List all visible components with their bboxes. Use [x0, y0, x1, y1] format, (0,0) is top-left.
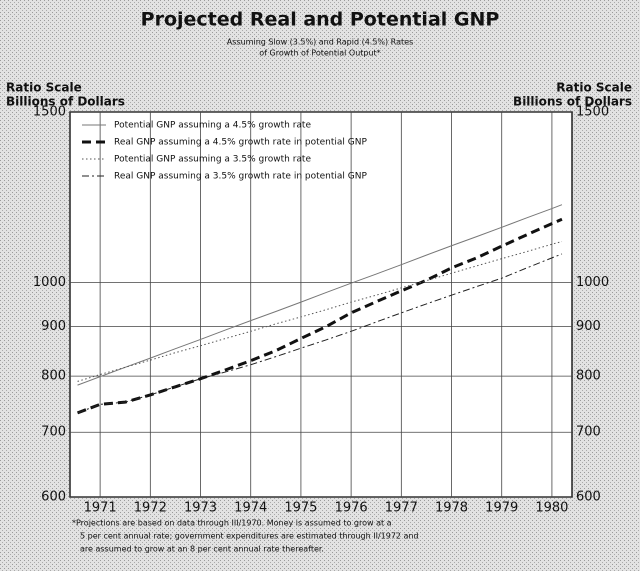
chart-title: Projected Real and Potential GNP: [141, 9, 500, 31]
plot-area: [69, 111, 573, 498]
subtitle: Assuming Slow (3.5%) and Rapid (4.5%) Ra…: [227, 38, 413, 47]
legend-label: Real GNP assuming a 4.5% growth rate in …: [114, 138, 367, 148]
y2-axis-label: Billions of Dollars: [513, 95, 632, 109]
y2-tick-label: 900: [576, 319, 601, 334]
y2-tick-label: 1500: [576, 105, 609, 120]
y-tick-label: 1500: [33, 105, 66, 120]
y2-tick-label: 800: [576, 369, 601, 384]
x-tick-label: 1977: [385, 501, 418, 516]
y2-tick-label: 1000: [576, 275, 609, 290]
x-tick-label: 1973: [184, 501, 217, 516]
y2-tick-label: 700: [576, 425, 601, 440]
series-line: [77, 204, 563, 386]
x-tick-label: 1980: [535, 501, 568, 516]
y-tick-label: 700: [41, 425, 66, 440]
y-tick-label: 1000: [33, 275, 66, 290]
series-line: [77, 253, 563, 414]
footnote: are assumed to grow at an 8 per cent ann…: [80, 545, 324, 554]
subtitle: of Growth of Potential Output*: [259, 49, 380, 58]
y2-axis-label: Ratio Scale: [556, 81, 632, 95]
legend-label: Potential GNP assuming a 3.5% growth rat…: [114, 155, 311, 165]
series-line: [77, 241, 563, 382]
series-line: [77, 217, 563, 415]
x-tick-label: 1978: [435, 501, 468, 516]
y-tick-label: 600: [41, 490, 66, 505]
footnote: 5 per cent annual rate; government expen…: [80, 532, 419, 541]
y-tick-label: 900: [41, 319, 66, 334]
x-tick-label: 1971: [84, 501, 117, 516]
y2-tick-label: 600: [576, 490, 601, 505]
legend-label: Potential GNP assuming a 4.5% growth rat…: [114, 121, 311, 131]
x-tick-label: 1974: [234, 501, 267, 516]
x-tick-label: 1979: [485, 501, 518, 516]
footnote: *Projections are based on data through I…: [72, 519, 392, 528]
y-axis-label: Billions of Dollars: [6, 95, 125, 109]
x-tick-label: 1976: [335, 501, 368, 516]
x-tick-label: 1972: [134, 501, 167, 516]
y-tick-label: 800: [41, 369, 66, 384]
y-axis-label: Ratio Scale: [6, 81, 82, 95]
x-tick-label: 1975: [284, 501, 317, 516]
legend-label: Real GNP assuming a 3.5% growth rate in …: [114, 172, 367, 182]
